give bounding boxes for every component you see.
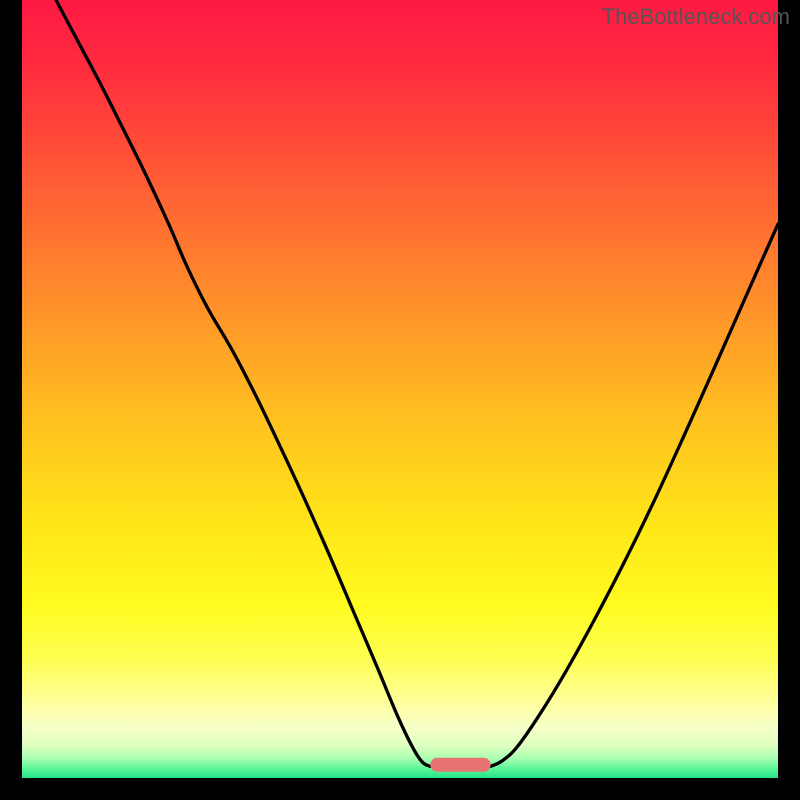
frame-left [0,0,22,800]
chart-background [22,0,778,778]
frame-right [778,0,800,800]
chart-container: TheBottleneck.com [0,0,800,800]
operating-point-marker [430,758,490,772]
bottleneck-chart [0,0,800,800]
frame-bottom [0,778,800,800]
watermark-text: TheBottleneck.com [602,4,790,30]
